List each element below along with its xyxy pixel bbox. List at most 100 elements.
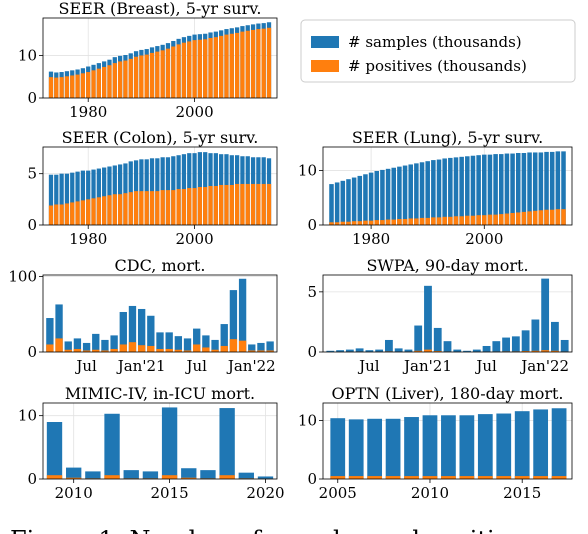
x-tick-label: 1980 (352, 230, 390, 248)
bar (443, 341, 452, 352)
bar (73, 348, 82, 352)
bar (351, 221, 357, 225)
bar (442, 216, 447, 225)
bar (555, 209, 561, 225)
bar (224, 34, 229, 98)
bar (117, 194, 123, 225)
bar (496, 476, 512, 479)
bar (345, 349, 354, 352)
bar (334, 222, 340, 225)
bar (404, 476, 419, 479)
bar (391, 167, 397, 225)
bar (538, 152, 544, 225)
bar (424, 285, 432, 352)
bar (334, 182, 340, 225)
bar (414, 218, 419, 225)
bar (374, 171, 380, 225)
bar (470, 215, 476, 225)
bar (408, 218, 413, 225)
bar (527, 211, 532, 225)
bar (64, 349, 72, 352)
bar (70, 172, 75, 225)
bar (112, 63, 117, 98)
bar (487, 154, 493, 225)
bar (515, 212, 521, 225)
bar (213, 37, 218, 98)
bar (532, 210, 538, 225)
y-tick-label: 0 (27, 470, 37, 488)
bar (391, 219, 397, 225)
bar (482, 154, 487, 225)
bar (165, 332, 173, 352)
bar (329, 184, 334, 225)
x-tick-label: Jul (184, 357, 207, 375)
bar (431, 160, 436, 225)
bar (436, 217, 442, 225)
plot-frame (322, 402, 573, 480)
bar (128, 342, 137, 352)
bar (197, 39, 203, 98)
x-tick-label: 1980 (69, 103, 107, 121)
legend-swatch (311, 60, 339, 72)
panel-title: SEER (Breast), 5-yr surv. (59, 0, 262, 18)
bar (433, 327, 442, 352)
bar (476, 155, 481, 225)
bar (229, 290, 238, 352)
y-tick-label: 0 (307, 343, 317, 361)
bar (96, 68, 101, 98)
bar (160, 50, 165, 98)
bar (266, 27, 272, 99)
bar (91, 169, 96, 225)
panel: 0 5 1980 2000 SEER (Colon), 5-yr surv. (27, 128, 278, 248)
bar (197, 187, 203, 225)
plot-frame (42, 402, 278, 480)
bar (181, 189, 187, 225)
bar (101, 339, 109, 352)
bar (144, 54, 149, 98)
panel: 0 10 1980 2000 SEER (Lung), 5-yr surv. (298, 128, 573, 248)
bar (414, 350, 423, 352)
bar (250, 183, 256, 225)
bar (174, 349, 183, 352)
bar (202, 347, 210, 352)
bar (73, 338, 82, 352)
bar (256, 29, 261, 99)
y-tick-label: 0 (307, 470, 317, 488)
bar (453, 157, 459, 225)
bar (117, 61, 123, 98)
bar (110, 335, 118, 352)
bar (82, 350, 91, 352)
x-tick-label: 2005 (319, 484, 357, 502)
x-tick-label: 2000 (175, 103, 213, 121)
bar (363, 174, 368, 225)
x-tick-label: Jul (357, 357, 380, 375)
bar (203, 39, 208, 98)
bar (220, 345, 228, 352)
y-tick-label: 10 (18, 46, 37, 64)
bar (119, 344, 127, 352)
plot-frame (322, 146, 573, 226)
bar (96, 197, 101, 225)
bar (419, 217, 425, 225)
bar (531, 319, 540, 352)
bar (492, 341, 501, 352)
bar (448, 157, 453, 225)
bar (510, 153, 515, 225)
bar (551, 321, 559, 352)
bar (511, 336, 520, 352)
bar (367, 476, 383, 479)
legend: # samples (thousands) # positives (thousa… (300, 19, 576, 83)
bar (48, 205, 54, 225)
bar (104, 413, 120, 479)
bar (104, 475, 120, 479)
bar (422, 476, 438, 479)
bar (541, 350, 550, 352)
bar (54, 77, 59, 98)
bar (245, 183, 250, 225)
plot-frame (42, 274, 278, 353)
bar (340, 221, 346, 225)
bar (472, 349, 481, 352)
bar (92, 333, 100, 352)
bar (504, 213, 510, 225)
bar (75, 171, 80, 225)
